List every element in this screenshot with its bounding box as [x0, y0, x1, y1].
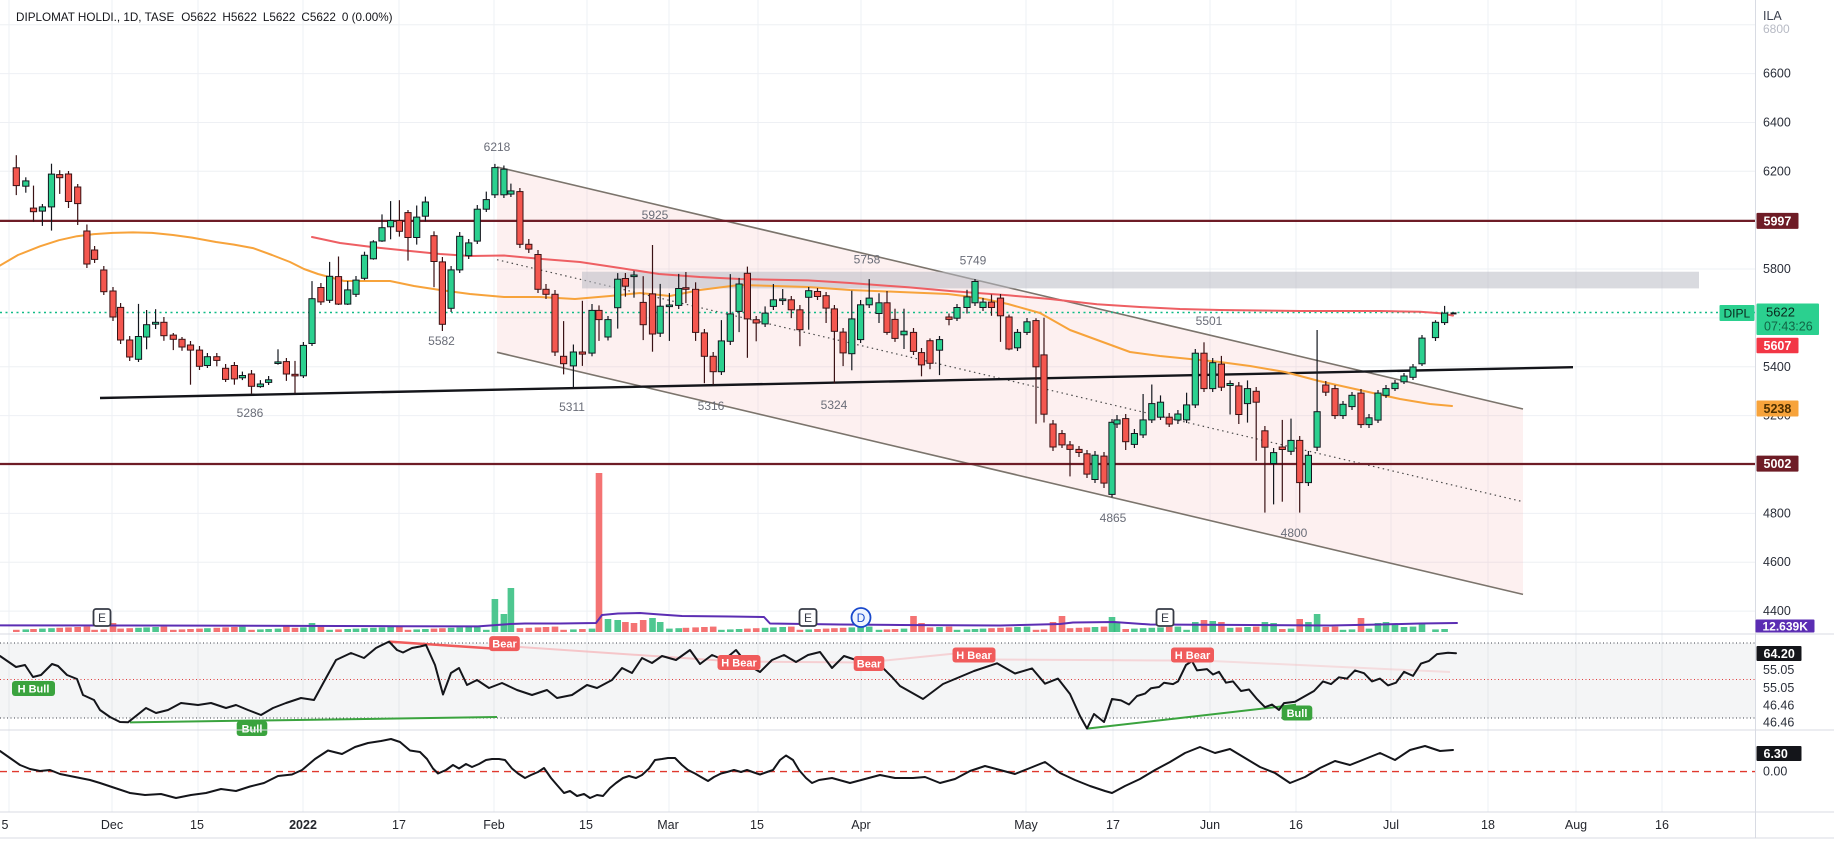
svg-text:0.00: 0.00	[1763, 765, 1787, 779]
svg-text:15: 15	[579, 818, 593, 832]
svg-text:E: E	[804, 611, 812, 625]
svg-text:17: 17	[1106, 818, 1120, 832]
svg-text:6.30: 6.30	[1764, 747, 1788, 761]
svg-text:H Bear: H Bear	[1175, 650, 1211, 662]
svg-text:15: 15	[190, 818, 204, 832]
svg-text:E: E	[98, 611, 106, 625]
svg-text:Feb: Feb	[483, 818, 505, 832]
svg-text:4400: 4400	[1763, 604, 1791, 618]
svg-text:5238: 5238	[1764, 402, 1792, 416]
svg-text:DIPL: DIPL	[1724, 307, 1751, 321]
svg-text:H Bull: H Bull	[18, 684, 50, 696]
svg-text:5622: 5622	[1766, 305, 1795, 320]
svg-text:H Bear: H Bear	[721, 658, 757, 670]
svg-text:5582: 5582	[428, 334, 455, 348]
svg-text:Dec: Dec	[101, 818, 123, 832]
svg-text:5: 5	[2, 818, 9, 832]
svg-text:5749: 5749	[960, 254, 987, 268]
svg-text:4800: 4800	[1281, 526, 1308, 540]
svg-text:6800: 6800	[1763, 22, 1790, 36]
svg-text:5758: 5758	[854, 253, 881, 267]
svg-text:12.639K: 12.639K	[1763, 619, 1809, 633]
svg-text:5286: 5286	[237, 406, 264, 420]
svg-text:5607: 5607	[1764, 339, 1792, 353]
svg-text:Aug: Aug	[1565, 818, 1587, 832]
svg-text:6218: 6218	[484, 140, 511, 154]
svg-text:55.05: 55.05	[1763, 663, 1794, 677]
svg-text:5501: 5501	[1196, 314, 1223, 328]
svg-text:5311: 5311	[559, 400, 585, 414]
svg-text:D: D	[857, 611, 866, 625]
svg-text:46.46: 46.46	[1763, 716, 1794, 730]
svg-text:6400: 6400	[1763, 116, 1791, 130]
svg-text:16: 16	[1289, 818, 1303, 832]
svg-text:2022: 2022	[289, 818, 317, 832]
svg-text:E: E	[1161, 611, 1169, 625]
svg-text:Bear: Bear	[857, 659, 882, 671]
svg-text:May: May	[1014, 818, 1038, 832]
svg-text:4600: 4600	[1763, 555, 1791, 569]
svg-text:55.05: 55.05	[1763, 681, 1794, 695]
svg-text:5316: 5316	[698, 399, 725, 413]
svg-text:07:43:26: 07:43:26	[1764, 320, 1813, 334]
svg-text:4800: 4800	[1763, 506, 1791, 520]
svg-text:5997: 5997	[1764, 214, 1792, 228]
svg-text:4865: 4865	[1100, 511, 1127, 525]
svg-text:5800: 5800	[1763, 262, 1791, 276]
svg-text:46.46: 46.46	[1763, 699, 1794, 713]
svg-text:5002: 5002	[1764, 457, 1792, 471]
svg-text:H Bear: H Bear	[956, 650, 992, 662]
svg-text:5925: 5925	[642, 208, 669, 222]
svg-text:Jun: Jun	[1200, 818, 1220, 832]
svg-text:5400: 5400	[1763, 360, 1791, 374]
svg-text:Bear: Bear	[492, 639, 517, 651]
svg-text:64.20: 64.20	[1764, 647, 1795, 661]
svg-text:Apr: Apr	[851, 818, 870, 832]
svg-text:15: 15	[750, 818, 764, 832]
svg-text:5324: 5324	[821, 398, 848, 412]
svg-text:6600: 6600	[1763, 67, 1791, 81]
svg-text:Mar: Mar	[657, 818, 679, 832]
svg-text:6200: 6200	[1763, 164, 1791, 178]
svg-text:16: 16	[1655, 818, 1669, 832]
svg-text:18: 18	[1481, 818, 1495, 832]
svg-text:Jul: Jul	[1383, 818, 1399, 832]
svg-text:17: 17	[392, 818, 406, 832]
svg-text:ILA: ILA	[1763, 9, 1782, 23]
svg-text:Bull: Bull	[1287, 708, 1308, 720]
